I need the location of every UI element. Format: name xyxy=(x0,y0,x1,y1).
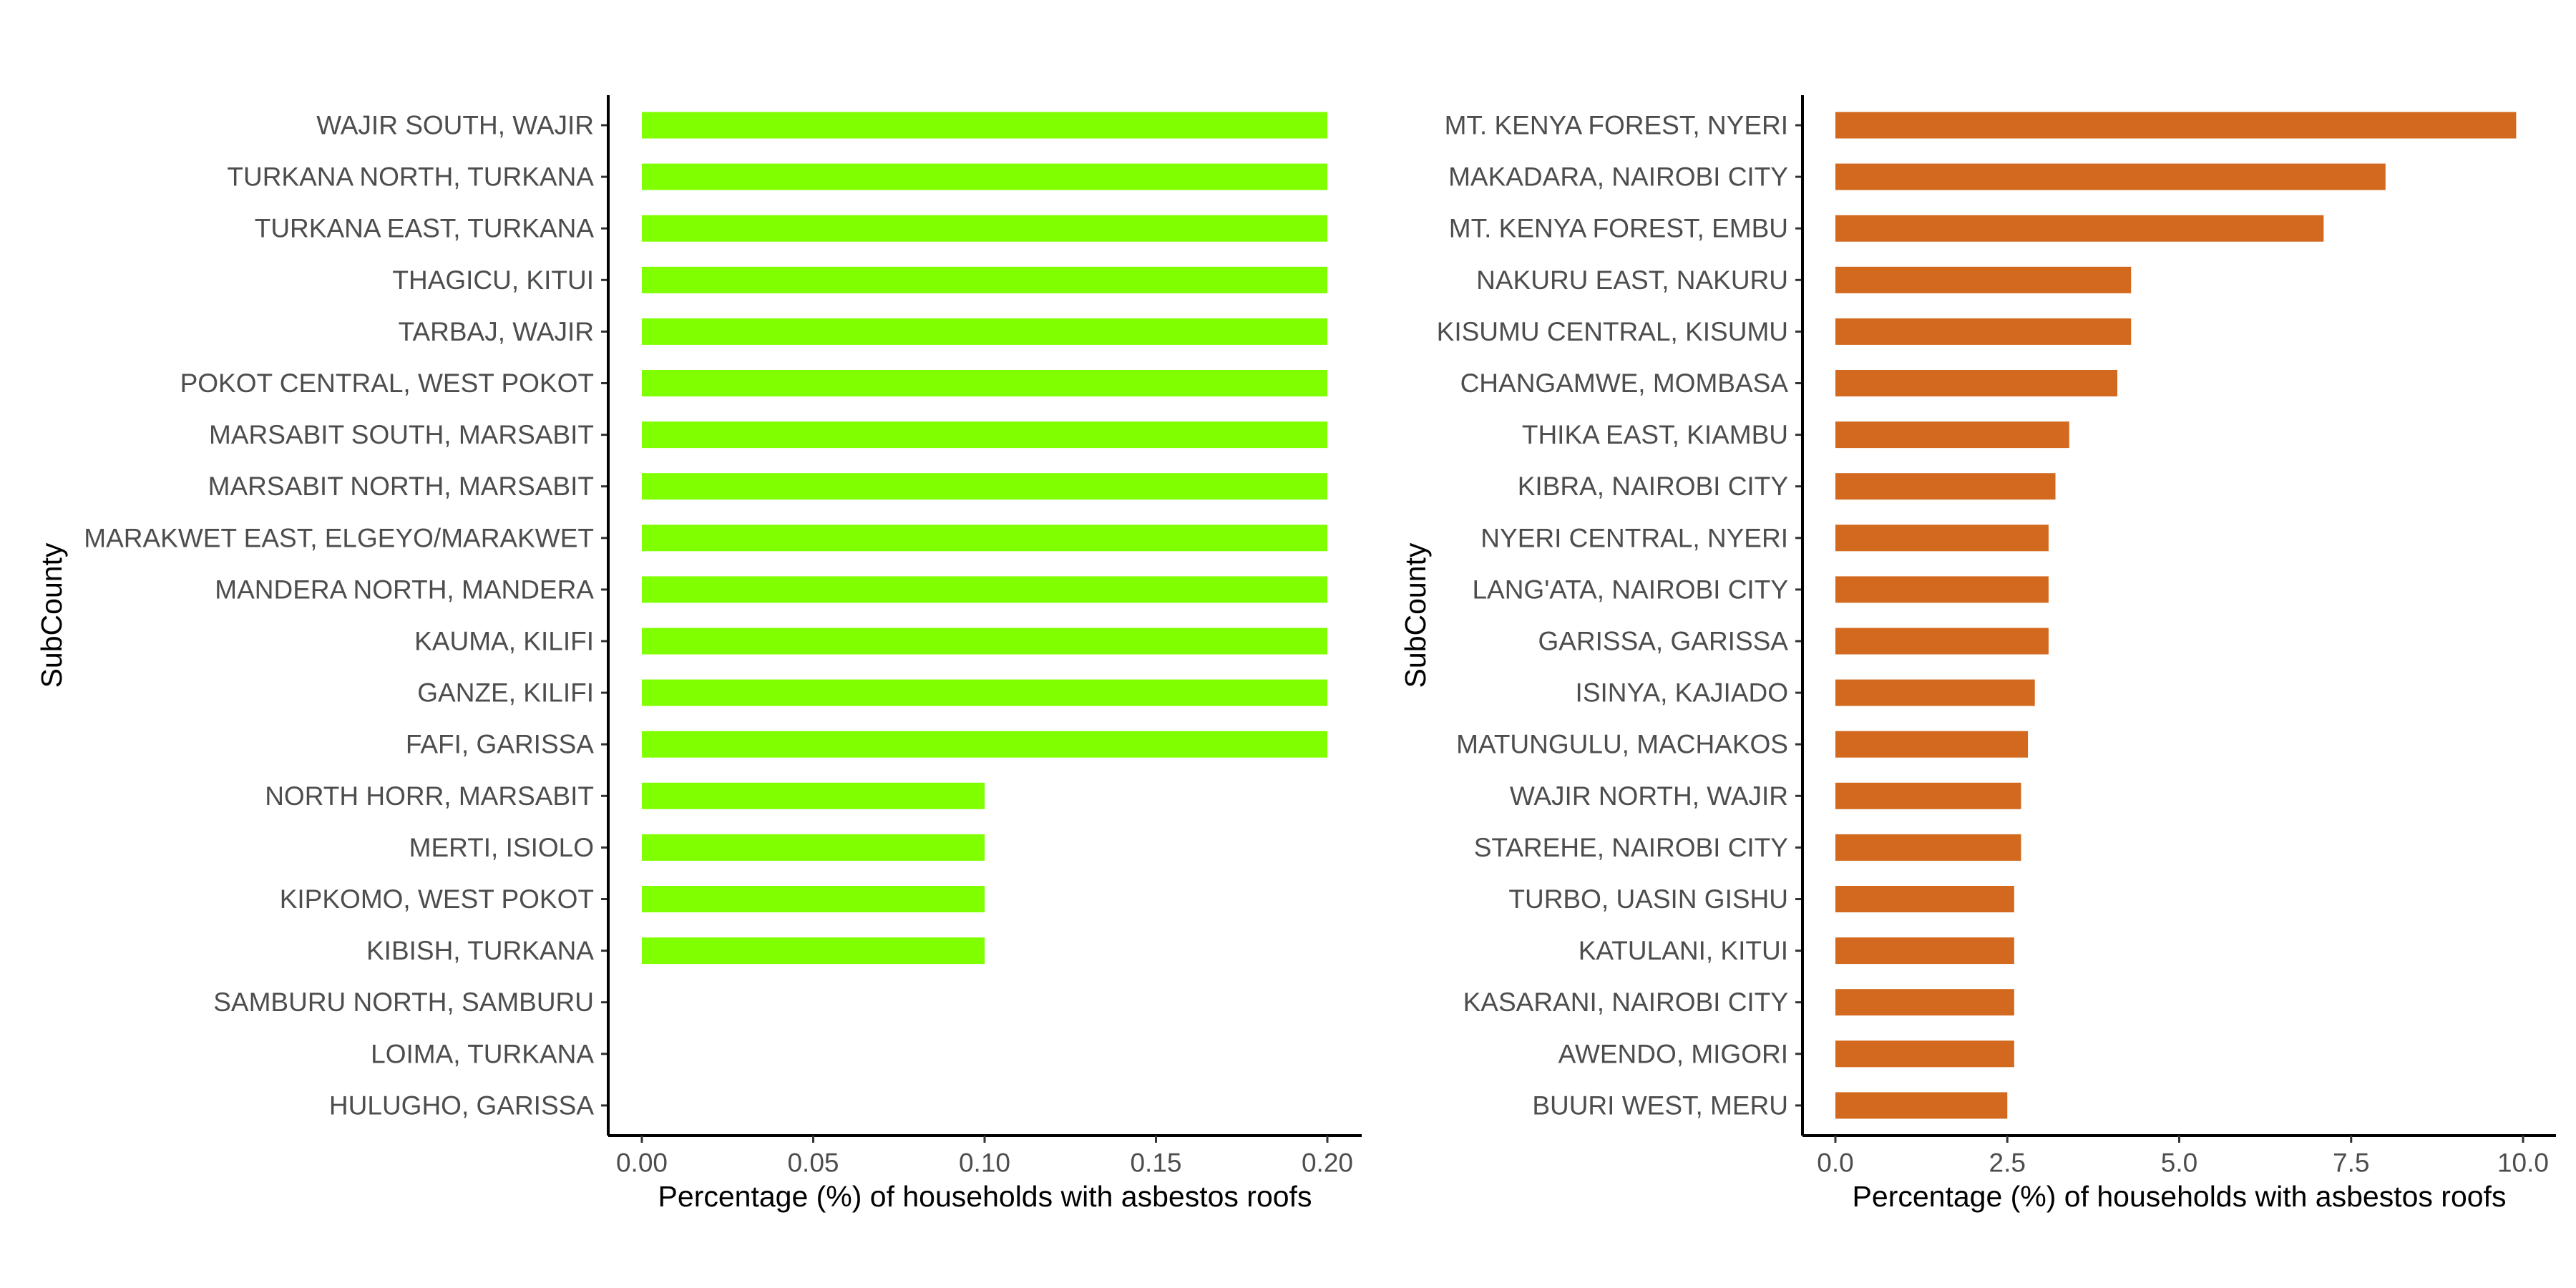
bar xyxy=(1835,266,2132,293)
y-axis-title: SubCounty xyxy=(35,542,68,688)
bar xyxy=(1835,525,2049,552)
bar xyxy=(1835,937,2014,965)
y-tick-label: KAUMA, KILIFI xyxy=(414,627,594,656)
bar xyxy=(1835,215,2324,242)
y-tick-label: MT. KENYA FOREST, NYERI xyxy=(1445,111,1788,140)
y-tick-label: MT. KENYA FOREST, EMBU xyxy=(1449,214,1788,243)
x-axis-title: Percentage (%) of households with asbest… xyxy=(658,1180,1312,1213)
bar xyxy=(642,937,985,965)
y-tick-label: TURKANA NORTH, TURKANA xyxy=(227,162,594,192)
y-tick-label: STAREHE, NAIROBI CITY xyxy=(1474,833,1788,862)
y-tick-label: SAMBURU NORTH, SAMBURU xyxy=(213,987,594,1017)
bar xyxy=(642,731,1327,758)
bar xyxy=(1835,834,2021,861)
bar xyxy=(642,525,1327,552)
y-tick-label: ISINYA, KAJIADO xyxy=(1576,678,1788,708)
y-tick-label: MERTI, ISIOLO xyxy=(409,833,594,862)
bar xyxy=(1835,473,2056,500)
y-tick-label: NAKURU EAST, NAKURU xyxy=(1476,265,1788,295)
bar xyxy=(1835,370,2118,396)
y-tick-label: AWENDO, MIGORI xyxy=(1558,1039,1788,1068)
bar xyxy=(1835,421,2069,449)
bar xyxy=(642,215,1327,242)
y-tick-label: THAGICU, KITUI xyxy=(392,265,594,295)
y-tick-label: KIBISH, TURKANA xyxy=(366,936,594,965)
bar xyxy=(1835,731,2029,758)
x-tick-label: 0.00 xyxy=(616,1148,668,1178)
y-tick-label: TURBO, UASIN GISHU xyxy=(1508,884,1788,914)
y-tick-label: LANG'ATA, NAIROBI CITY xyxy=(1472,575,1788,604)
y-tick-label: KASARANI, NAIROBI CITY xyxy=(1463,987,1788,1017)
bar xyxy=(642,266,1327,293)
bar xyxy=(642,576,1327,603)
x-tick-label: 10.0 xyxy=(2497,1148,2549,1178)
x-tick-label: 0.10 xyxy=(959,1148,1010,1178)
bar xyxy=(642,886,985,912)
x-tick-label: 0.05 xyxy=(787,1148,839,1178)
bar xyxy=(642,163,1327,190)
y-tick-label: THIKA EAST, KIAMBU xyxy=(1522,420,1788,449)
y-tick-label: MARSABIT SOUTH, MARSABIT xyxy=(209,420,594,449)
y-tick-label: FAFI, GARISSA xyxy=(406,730,594,759)
bar xyxy=(1835,989,2014,1016)
bar xyxy=(642,782,985,809)
bar xyxy=(1835,628,2049,655)
y-tick-label: LOIMA, TURKANA xyxy=(371,1039,594,1068)
y-axis-title: SubCounty xyxy=(1399,542,1432,688)
y-tick-label: GARISSA, GARISSA xyxy=(1538,627,1788,656)
bar xyxy=(642,473,1327,500)
y-tick-label: NORTH HORR, MARSABIT xyxy=(265,781,594,811)
y-tick-label: MARSABIT NORTH, MARSABIT xyxy=(208,472,594,501)
y-tick-label: POKOT CENTRAL, WEST POKOT xyxy=(180,369,594,398)
y-tick-label: KIPKOMO, WEST POKOT xyxy=(280,884,594,914)
bar xyxy=(1835,163,2386,190)
bar xyxy=(642,112,1327,139)
x-tick-label: 0.15 xyxy=(1130,1148,1181,1178)
y-tick-label: MARAKWET EAST, ELGEYO/MARAKWET xyxy=(84,523,594,552)
y-tick-label: KISUMU CENTRAL, KISUMU xyxy=(1437,317,1788,346)
bar xyxy=(642,318,1327,345)
x-axis-title: Percentage (%) of households with asbest… xyxy=(1853,1180,2507,1213)
y-tick-label: BUURI WEST, MERU xyxy=(1532,1091,1788,1120)
bar xyxy=(642,834,985,861)
bar xyxy=(1835,886,2014,912)
bar xyxy=(1835,1092,2008,1119)
x-tick-label: 5.0 xyxy=(2161,1148,2197,1178)
y-tick-label: WAJIR SOUTH, WAJIR xyxy=(316,111,594,140)
bar xyxy=(642,628,1327,655)
x-tick-label: 0.20 xyxy=(1302,1148,1353,1178)
bar xyxy=(1835,679,2035,706)
bar xyxy=(1835,112,2517,139)
bar xyxy=(1835,782,2021,809)
bar xyxy=(642,679,1327,706)
y-tick-label: KATULANI, KITUI xyxy=(1579,936,1788,965)
y-tick-label: TARBAJ, WAJIR xyxy=(399,317,594,346)
y-tick-label: NYERI CENTRAL, NYERI xyxy=(1480,523,1788,552)
x-tick-label: 7.5 xyxy=(2333,1148,2369,1178)
x-tick-label: 0.0 xyxy=(1817,1148,1853,1178)
x-tick-label: 2.5 xyxy=(1989,1148,2026,1178)
y-tick-label: CHANGAMWE, MOMBASA xyxy=(1460,369,1789,398)
y-tick-label: HULUGHO, GARISSA xyxy=(329,1091,594,1120)
bar xyxy=(642,370,1327,396)
y-tick-label: KIBRA, NAIROBI CITY xyxy=(1518,472,1788,501)
bar xyxy=(642,421,1327,449)
bar xyxy=(1835,1040,2014,1068)
bar xyxy=(1835,318,2132,345)
y-tick-label: WAJIR NORTH, WAJIR xyxy=(1510,781,1788,811)
y-tick-label: MATUNGULU, MACHAKOS xyxy=(1456,730,1788,759)
y-tick-label: GANZE, KILIFI xyxy=(417,678,594,708)
bar xyxy=(1835,576,2049,603)
y-tick-label: MANDERA NORTH, MANDERA xyxy=(215,575,594,604)
y-tick-label: MAKADARA, NAIROBI CITY xyxy=(1448,162,1788,192)
y-tick-label: TURKANA EAST, TURKANA xyxy=(255,214,595,243)
